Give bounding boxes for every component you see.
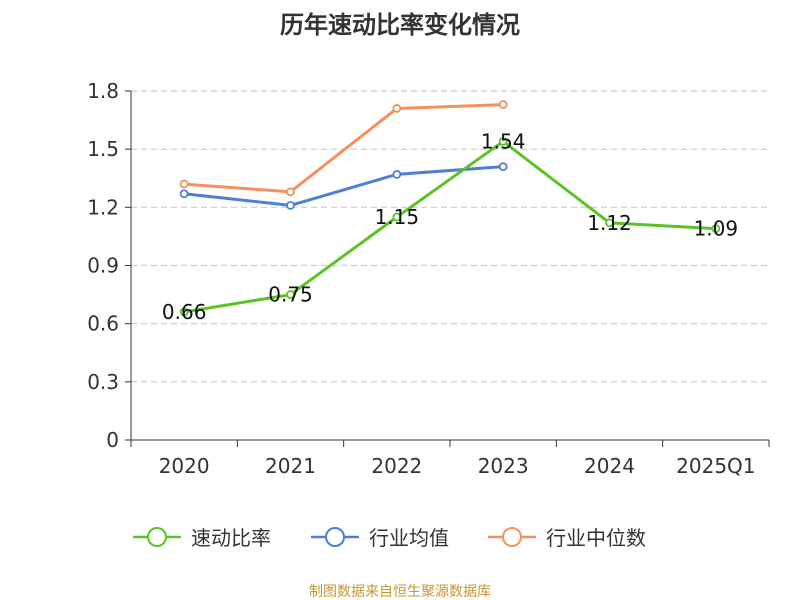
legend-label: 行业中位数	[546, 526, 646, 550]
series-line-2	[184, 103, 504, 194]
y-tick-label: 1.8	[87, 79, 119, 103]
data-label: 1.54	[481, 129, 526, 153]
y-tick-label: 0.6	[87, 312, 119, 336]
axes: 0 0.3 0.6 0.9 1.2 1.5 1.8 2020 2021 2022 2023 2024 2…	[87, 79, 770, 478]
y-tick-label: 0.9	[87, 254, 119, 278]
data-point[interactable]	[286, 200, 295, 210]
x-tick-label: 2022	[371, 454, 422, 478]
data-label: 1.09	[694, 217, 739, 241]
legend-marker	[502, 527, 522, 547]
y-tick-label: 1.5	[87, 137, 119, 161]
data-label: 0.75	[268, 283, 313, 307]
data-point[interactable]	[498, 100, 508, 109]
data-label: 1.12	[587, 211, 632, 235]
y-tick-label: 0	[106, 428, 119, 452]
data-point[interactable]	[286, 290, 295, 299]
x-tick-label: 2023	[478, 454, 529, 478]
data-point[interactable]	[711, 224, 721, 234]
data-point[interactable]	[392, 104, 402, 113]
legend-label: 行业均值	[369, 526, 449, 550]
data-point[interactable]	[392, 169, 402, 179]
data-labels: 0.66 0.75 1.15 1.54 1.12 1.09	[162, 129, 738, 324]
chart-title: 历年速动比率变化情况	[280, 11, 520, 39]
x-tick-label: 2020	[159, 454, 210, 478]
series-lines	[179, 100, 721, 317]
legend-marker	[325, 527, 345, 547]
y-tick-label: 0.3	[87, 370, 119, 394]
data-point[interactable]	[392, 212, 402, 222]
data-point[interactable]	[179, 189, 189, 199]
legend-label: 速动比率	[191, 526, 271, 550]
data-point[interactable]	[498, 137, 508, 146]
data-point[interactable]	[179, 179, 189, 189]
data-point[interactable]	[605, 218, 614, 228]
legend-item-2[interactable]: 行业中位数	[488, 526, 646, 550]
series-line-1	[184, 165, 504, 207]
data-label: 0.66	[162, 300, 207, 324]
x-tick-label: 2025Q1	[676, 454, 755, 478]
x-tick-label: 2021	[265, 454, 316, 478]
legend[interactable]: 速动比率 行业均值 行业中位数	[133, 526, 646, 550]
data-point[interactable]	[179, 307, 189, 317]
legend-item-0[interactable]: 速动比率	[133, 526, 271, 550]
legend-item-1[interactable]: 行业均值	[311, 526, 449, 550]
data-point[interactable]	[286, 187, 295, 197]
grid-lines	[131, 90, 769, 383]
data-label: 1.15	[375, 205, 420, 229]
y-tick-label: 1.2	[87, 195, 119, 219]
data-point[interactable]	[498, 162, 508, 172]
legend-marker	[147, 527, 167, 547]
x-tick-label: 2024	[584, 454, 635, 478]
source-note: 制图数据来自恒生聚源数据库	[309, 584, 491, 600]
series-line-0	[183, 139, 716, 314]
